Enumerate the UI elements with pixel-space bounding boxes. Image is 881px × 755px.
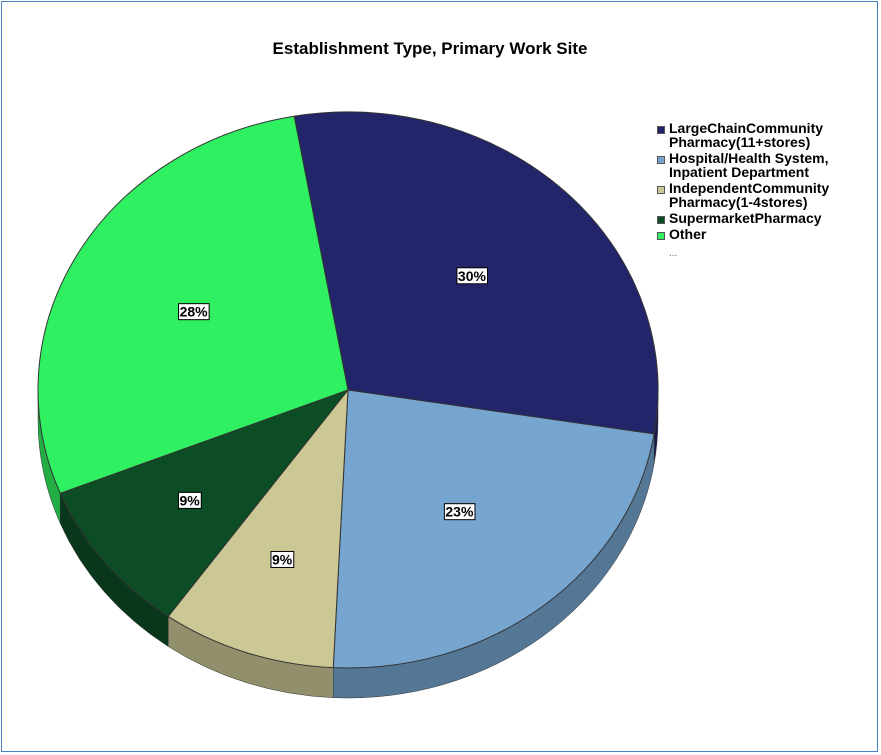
legend-item: Hospital/Health System, Inpatient Depart… (655, 151, 881, 179)
slice (59, 388, 350, 618)
legend-label: Hospital/Health System, Inpatient Depart… (669, 150, 829, 180)
slice (332, 389, 655, 669)
value-label-box (178, 303, 210, 321)
slice (167, 388, 349, 669)
legend-label: SupermarketPharmacy (669, 210, 822, 226)
legend-more: ... (669, 248, 678, 259)
legend-label: LargeChainCommunity Pharmacy(11+stores) (669, 120, 824, 150)
value-label: 9% (179, 492, 200, 508)
value-label-box (177, 491, 202, 509)
legend-item: LargeChainCommunity Pharmacy(11+stores) (655, 121, 881, 149)
value-label-box (270, 550, 295, 568)
legend-swatch (657, 216, 665, 224)
legend-label: IndependentCommunity Pharmacy(1-4stores) (669, 180, 830, 210)
value-label: 30% (458, 268, 487, 284)
legend-swatch (657, 156, 665, 164)
legend: LargeChainCommunity Pharmacy(11+stores) H… (655, 121, 881, 261)
chart-title: Establishment Type, Primary Work Site (273, 39, 588, 58)
value-label: 23% (445, 504, 474, 520)
legend-swatch (657, 126, 665, 134)
legend-swatch (657, 186, 665, 194)
legend-swatch (657, 232, 665, 240)
legend-item: SupermarketPharmacy (655, 211, 881, 225)
legend-item: Other (655, 227, 881, 241)
value-label-box (443, 503, 476, 521)
value-label-box (456, 267, 489, 285)
value-label: 9% (272, 551, 293, 567)
legend-label: Other (669, 226, 707, 242)
value-label: 28% (180, 304, 209, 320)
legend-item: IndependentCommunity Pharmacy(1-4stores) (655, 181, 881, 209)
